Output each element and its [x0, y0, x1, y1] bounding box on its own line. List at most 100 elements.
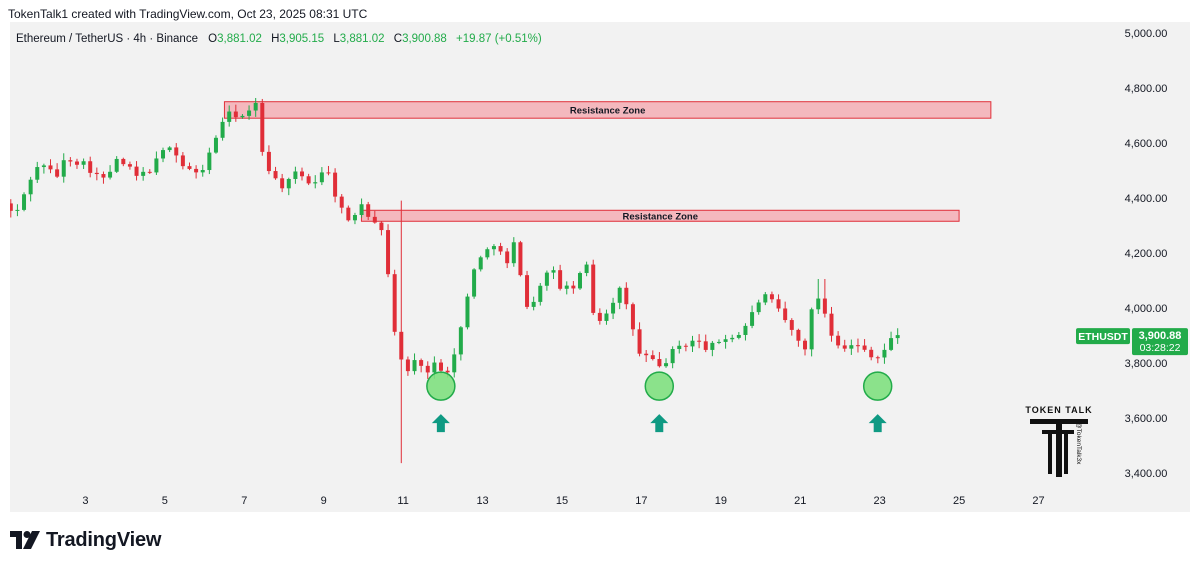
candle[interactable]	[55, 163, 60, 179]
candle[interactable]	[425, 361, 430, 379]
candle[interactable]	[538, 282, 543, 306]
candle[interactable]	[61, 153, 66, 183]
candle[interactable]	[313, 175, 318, 189]
candle[interactable]	[167, 146, 172, 153]
candle[interactable]	[41, 163, 46, 174]
candle[interactable]	[849, 339, 854, 355]
candle[interactable]	[591, 259, 596, 316]
candle[interactable]	[247, 105, 252, 120]
candle[interactable]	[597, 308, 602, 325]
candle[interactable]	[108, 165, 113, 180]
up-arrow-icon[interactable]	[868, 414, 887, 433]
candle[interactable]	[664, 358, 669, 368]
candle[interactable]	[783, 301, 788, 323]
candle[interactable]	[518, 240, 523, 277]
candle[interactable]	[869, 346, 874, 361]
candle[interactable]	[280, 173, 285, 193]
candle[interactable]	[174, 143, 179, 163]
candle[interactable]	[81, 158, 86, 169]
candle[interactable]	[544, 270, 549, 291]
candle[interactable]	[15, 204, 20, 217]
candle[interactable]	[862, 339, 867, 352]
candle[interactable]	[531, 296, 536, 311]
candle[interactable]	[776, 294, 781, 312]
candle[interactable]	[525, 270, 530, 310]
candle[interactable]	[141, 167, 146, 181]
support-circle-marker[interactable]	[426, 371, 456, 401]
candle[interactable]	[240, 114, 245, 119]
candle[interactable]	[657, 352, 662, 368]
candle[interactable]	[458, 326, 463, 361]
candle[interactable]	[326, 165, 331, 176]
candle[interactable]	[822, 278, 827, 318]
candle[interactable]	[716, 339, 721, 345]
candle[interactable]	[412, 353, 417, 375]
candle[interactable]	[697, 334, 702, 349]
candle[interactable]	[134, 161, 139, 181]
candle[interactable]	[359, 198, 364, 218]
candle[interactable]	[485, 247, 490, 260]
candle[interactable]	[48, 159, 53, 174]
candle[interactable]	[855, 338, 860, 353]
candle[interactable]	[809, 307, 814, 357]
candle[interactable]	[253, 97, 258, 117]
candle[interactable]	[419, 358, 424, 373]
candle[interactable]	[472, 268, 477, 299]
candle[interactable]	[604, 309, 609, 325]
candle[interactable]	[505, 248, 510, 269]
candle[interactable]	[829, 306, 834, 342]
candle[interactable]	[478, 255, 483, 272]
candle[interactable]	[10, 199, 13, 218]
candle[interactable]	[584, 261, 589, 277]
chart-area[interactable]: Resistance Zone Resistance Zone Ethereum …	[10, 22, 1190, 512]
candle[interactable]	[260, 98, 265, 156]
candle[interactable]	[670, 346, 675, 369]
candle[interactable]	[710, 340, 715, 357]
candle[interactable]	[558, 264, 563, 291]
candle[interactable]	[405, 356, 410, 376]
candle[interactable]	[889, 331, 894, 352]
candle[interactable]	[491, 244, 496, 256]
tradingview-branding[interactable]: TradingView	[10, 526, 161, 554]
up-arrow-icon[interactable]	[650, 414, 669, 433]
candle[interactable]	[624, 282, 629, 310]
candle[interactable]	[293, 166, 298, 184]
candle[interactable]	[703, 334, 708, 353]
candle[interactable]	[88, 156, 93, 178]
candle[interactable]	[180, 152, 185, 170]
support-circle-marker[interactable]	[862, 371, 893, 401]
candle[interactable]	[35, 161, 40, 183]
candle[interactable]	[286, 177, 291, 196]
candle[interactable]	[366, 201, 371, 221]
candle[interactable]	[127, 161, 132, 170]
candle[interactable]	[220, 117, 225, 141]
candle[interactable]	[399, 200, 404, 464]
candle[interactable]	[630, 302, 635, 336]
candle[interactable]	[677, 340, 682, 354]
candle[interactable]	[121, 157, 126, 167]
candle[interactable]	[372, 210, 377, 224]
candle[interactable]	[836, 331, 841, 349]
candle[interactable]	[207, 147, 212, 175]
candle[interactable]	[750, 305, 755, 329]
candle[interactable]	[564, 281, 569, 295]
candle[interactable]	[300, 167, 305, 181]
candle[interactable]	[736, 332, 741, 340]
resistance-zone[interactable]	[223, 101, 992, 119]
candle[interactable]	[882, 343, 887, 364]
candle[interactable]	[723, 334, 728, 349]
candle[interactable]	[452, 348, 457, 378]
time-axis[interactable]: 3 5 7 9 11 13 15 17 19 21 23 25 27	[82, 495, 1044, 507]
candle[interactable]	[273, 166, 278, 180]
candle[interactable]	[577, 271, 582, 290]
candle[interactable]	[392, 269, 397, 336]
candle[interactable]	[22, 192, 27, 212]
candle[interactable]	[352, 212, 357, 225]
candle[interactable]	[789, 318, 794, 336]
candle[interactable]	[816, 278, 821, 315]
candle[interactable]	[101, 171, 106, 184]
price-chart[interactable]: Resistance Zone Resistance Zone Ethereum …	[10, 22, 1190, 512]
candle[interactable]	[683, 343, 688, 352]
candle[interactable]	[796, 328, 801, 347]
candle[interactable]	[386, 224, 391, 278]
